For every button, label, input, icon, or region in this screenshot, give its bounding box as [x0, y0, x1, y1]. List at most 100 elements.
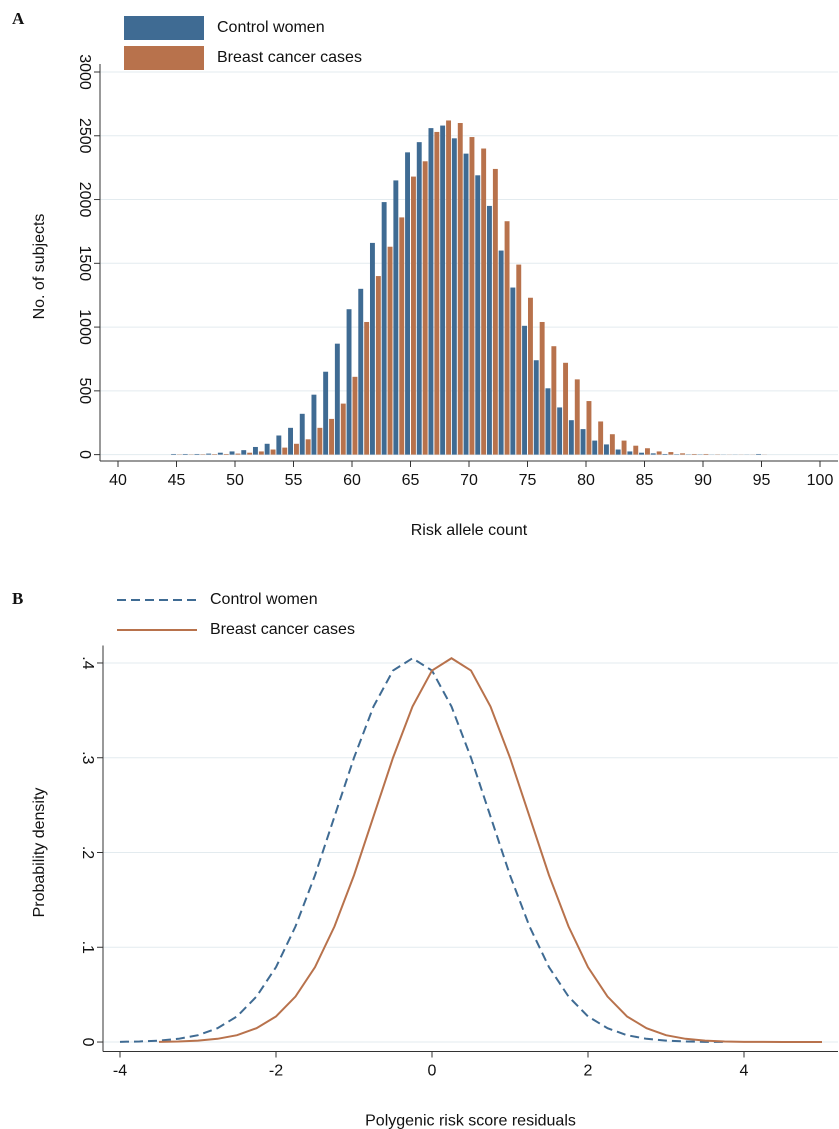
bar	[603, 444, 609, 455]
bar	[422, 161, 428, 455]
bar	[375, 276, 381, 455]
bar	[223, 453, 229, 455]
bar	[212, 454, 218, 455]
bar	[463, 153, 469, 455]
bar	[381, 202, 387, 455]
panel-label: A	[12, 9, 25, 28]
bar	[621, 440, 627, 455]
line	[119, 657, 725, 1043]
bar	[317, 427, 323, 455]
bar	[498, 250, 504, 455]
x-tick-label: -2	[269, 1063, 283, 1080]
x-tick-label: 90	[694, 472, 712, 489]
bar	[691, 453, 697, 455]
bar	[533, 360, 539, 455]
legend-label: Breast cancer cases	[217, 49, 362, 66]
bar	[323, 371, 329, 455]
bar	[229, 451, 235, 455]
bar	[369, 242, 375, 455]
x-tick-label: 0	[428, 1063, 437, 1080]
bar	[568, 420, 574, 455]
bar	[270, 449, 276, 455]
bar	[615, 449, 621, 455]
y-tick-label: 500	[76, 378, 93, 405]
bar	[563, 362, 569, 455]
bar	[305, 439, 311, 455]
bar	[276, 435, 282, 455]
bar	[247, 452, 253, 455]
bar	[217, 452, 223, 455]
bar	[627, 451, 633, 455]
x-tick-label: 65	[402, 472, 420, 489]
x-tick-label: -4	[113, 1063, 127, 1080]
bar	[194, 453, 200, 455]
bar	[387, 246, 393, 455]
bar	[340, 403, 346, 455]
bar	[428, 128, 434, 455]
bar	[609, 434, 615, 455]
x-axis-label: Polygenic risk score residuals	[365, 1113, 576, 1129]
y-tick-label: .3	[79, 751, 96, 764]
x-tick-label: 95	[753, 472, 771, 489]
legend-swatch	[124, 46, 204, 70]
x-tick-label: 4	[740, 1063, 749, 1080]
bar	[241, 450, 247, 455]
bar	[545, 388, 551, 455]
bar	[252, 446, 258, 455]
legend-swatch	[124, 16, 204, 40]
bar	[294, 443, 299, 455]
bar	[639, 452, 644, 455]
bar	[662, 453, 668, 455]
bar	[475, 175, 481, 455]
y-tick-label: 0	[79, 1038, 96, 1047]
bar	[557, 407, 563, 455]
bar	[334, 343, 340, 455]
bar	[756, 453, 761, 455]
bar	[182, 453, 188, 455]
bar	[539, 321, 545, 455]
x-tick-label: 2	[584, 1063, 593, 1080]
bar	[528, 297, 533, 455]
bar	[446, 120, 452, 455]
bar	[457, 123, 463, 455]
bar	[592, 440, 598, 455]
bar	[481, 148, 487, 455]
y-tick-label: 3000	[76, 54, 93, 90]
x-tick-label: 40	[109, 472, 127, 489]
bar	[171, 453, 176, 455]
x-tick-label: 75	[519, 472, 537, 489]
bar	[411, 176, 416, 455]
y-tick-label: 1500	[76, 246, 93, 282]
bar	[510, 287, 516, 455]
bar	[329, 418, 335, 455]
bar	[364, 321, 370, 455]
y-tick-label: 2500	[76, 118, 93, 154]
bar	[650, 453, 656, 455]
y-tick-label: 1000	[76, 309, 93, 345]
bar	[282, 447, 288, 455]
x-tick-label: 50	[226, 472, 244, 489]
y-tick-label: 0	[76, 450, 93, 459]
bar	[346, 309, 352, 455]
x-tick-label: 70	[460, 472, 478, 489]
bar	[586, 401, 592, 455]
bar	[469, 137, 475, 455]
bar	[416, 142, 422, 455]
bar	[393, 180, 399, 455]
bar	[358, 288, 364, 455]
bar	[434, 131, 440, 455]
legend-label: Control women	[210, 591, 318, 608]
bar	[206, 453, 212, 455]
x-tick-label: 80	[577, 472, 595, 489]
y-tick-label: .2	[79, 846, 96, 859]
bar	[235, 453, 241, 455]
bar	[299, 413, 305, 455]
x-tick-label: 55	[285, 472, 303, 489]
line	[158, 657, 822, 1044]
x-axis-label: Risk allele count	[411, 522, 528, 539]
bar	[440, 125, 446, 455]
bar	[352, 376, 358, 455]
bar	[451, 138, 457, 455]
legend-label: Breast cancer cases	[210, 621, 355, 638]
